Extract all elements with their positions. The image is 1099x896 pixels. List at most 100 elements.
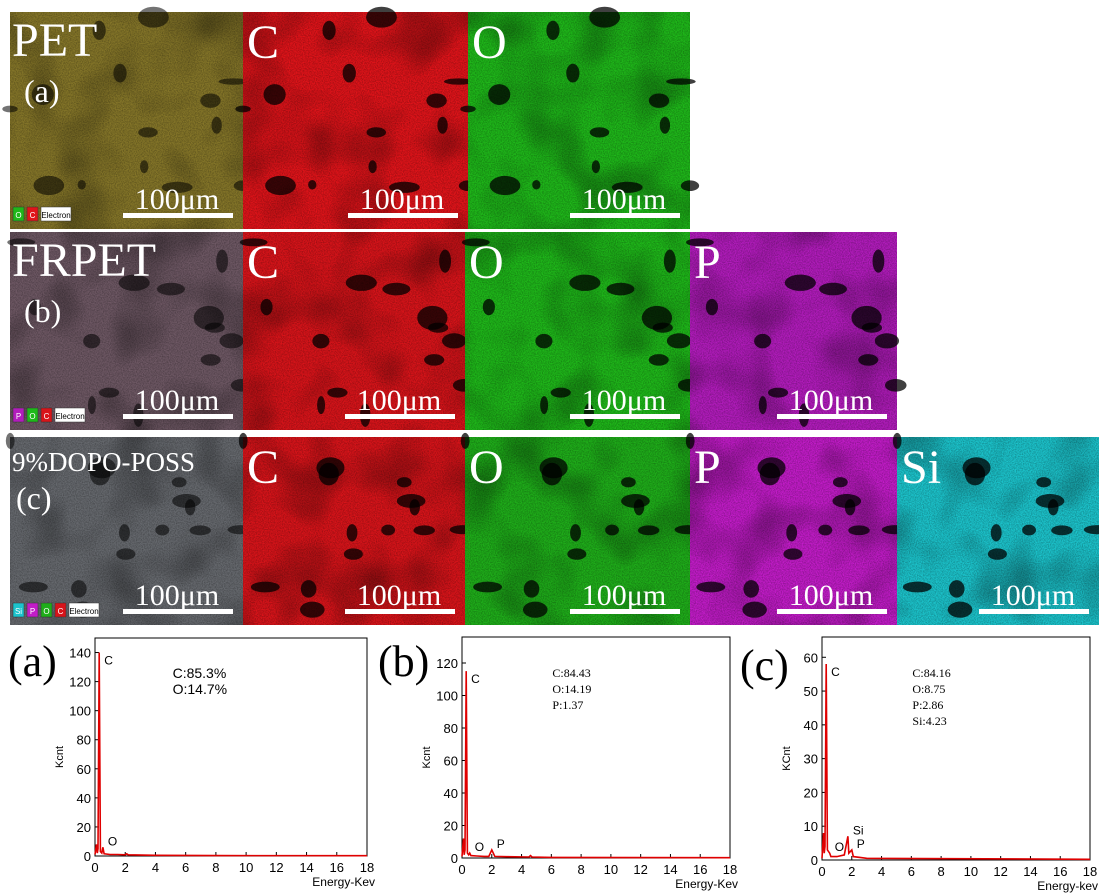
y-tick-label: 50 [804, 684, 818, 699]
pore [312, 334, 329, 349]
pore [322, 21, 335, 40]
x-tick-label: 14 [663, 862, 677, 877]
scale-bar [348, 213, 458, 218]
pore [347, 524, 358, 541]
element-label: O [472, 16, 507, 69]
plot-frame [95, 638, 367, 856]
x-tick-label: 12 [993, 864, 1007, 879]
sample-label: (a) [24, 73, 60, 109]
pore [523, 602, 548, 618]
scale-bar [123, 609, 233, 614]
element-label: C [247, 441, 279, 494]
composition: P:1.37 [552, 698, 583, 712]
sample-name: PET [12, 14, 97, 67]
scale-bar [570, 609, 680, 614]
pore [235, 106, 250, 113]
scale-bar-label: 100μm [789, 579, 873, 612]
y-axis-label: KCnt [781, 746, 793, 770]
composition: C:85.3% [173, 665, 227, 681]
y-tick-label: 20 [77, 820, 91, 835]
pore [696, 582, 725, 593]
x-tick-label: 0 [458, 862, 465, 877]
x-tick-label: 4 [152, 860, 159, 875]
pore [205, 323, 225, 333]
spectrum-chart: 0246810121416180102030405060KCntEnergy-k… [740, 637, 1098, 893]
y-axis-label: Kcnt [54, 746, 66, 768]
pore [33, 176, 64, 195]
scale-bar [777, 414, 887, 419]
x-tick-label: 2 [848, 864, 855, 879]
legend-label: Si [15, 607, 22, 616]
pore [316, 457, 344, 478]
pore [490, 176, 521, 195]
peak-label: P [857, 837, 865, 851]
pore [1022, 525, 1036, 536]
pore [903, 582, 932, 593]
figure: 100μmPET(a)OCElectron100μmC100μmO100μmFR… [0, 0, 1099, 896]
pore [488, 84, 510, 105]
scale-bar-label: 100μm [135, 579, 219, 612]
y-tick-label: 100 [436, 689, 458, 704]
scale-bar-label: 100μm [357, 579, 441, 612]
panel-label: (c) [740, 641, 789, 690]
pore [567, 548, 586, 559]
scale-bar [123, 414, 233, 419]
x-tick-label: 16 [330, 860, 344, 875]
y-tick-label: 60 [77, 762, 91, 777]
y-tick-label: 40 [804, 718, 818, 733]
sample-label: (c) [16, 480, 52, 516]
pore [155, 525, 169, 536]
y-tick-label: 0 [811, 853, 818, 868]
pore [300, 602, 325, 618]
peak-label: O [108, 834, 117, 848]
composition: P:2.86 [912, 698, 943, 712]
pore [2, 106, 17, 113]
pore [566, 64, 579, 83]
pore [138, 127, 157, 137]
pore [219, 333, 243, 348]
pore [88, 396, 96, 414]
scale-bar [570, 213, 680, 218]
y-tick-label: 40 [444, 786, 458, 801]
legend-label: C [58, 607, 64, 616]
pore [343, 64, 356, 83]
element-map: 100μmO [460, 7, 699, 229]
x-tick-label: 14 [299, 860, 313, 875]
y-tick-label: 120 [69, 675, 91, 690]
y-tick-label: 80 [444, 721, 458, 736]
x-tick-label: 18 [360, 860, 374, 875]
pore [189, 525, 210, 535]
panel-label: (a) [8, 637, 57, 686]
pore [757, 457, 785, 478]
y-tick-label: 10 [804, 819, 818, 834]
pore [754, 334, 771, 349]
pore [546, 21, 559, 40]
scale-bar [777, 609, 887, 614]
pore [260, 299, 272, 315]
pore [424, 354, 444, 366]
element-label: O [469, 236, 504, 289]
legend-label: P [16, 412, 21, 421]
pore [185, 499, 196, 515]
pore [473, 582, 502, 593]
pore [948, 602, 973, 618]
pore [873, 249, 885, 272]
pore [414, 525, 435, 535]
y-tick-label: 60 [444, 754, 458, 769]
composition: O:8.75 [912, 682, 945, 696]
pore [483, 299, 495, 315]
composition: C:84.16 [912, 666, 950, 680]
y-axis-label: Kcnt [421, 746, 433, 768]
pore [172, 477, 187, 487]
x-tick-label: 0 [818, 864, 825, 879]
pore [382, 283, 410, 296]
element-map: 100μmO [461, 433, 701, 625]
pore [569, 275, 600, 291]
y-tick-label: 20 [804, 785, 818, 800]
pore [317, 396, 325, 414]
legend-label: O [15, 211, 21, 220]
pore [368, 160, 376, 173]
sample-name: 9%DOPO-POSS [12, 447, 195, 477]
pore [116, 548, 135, 559]
